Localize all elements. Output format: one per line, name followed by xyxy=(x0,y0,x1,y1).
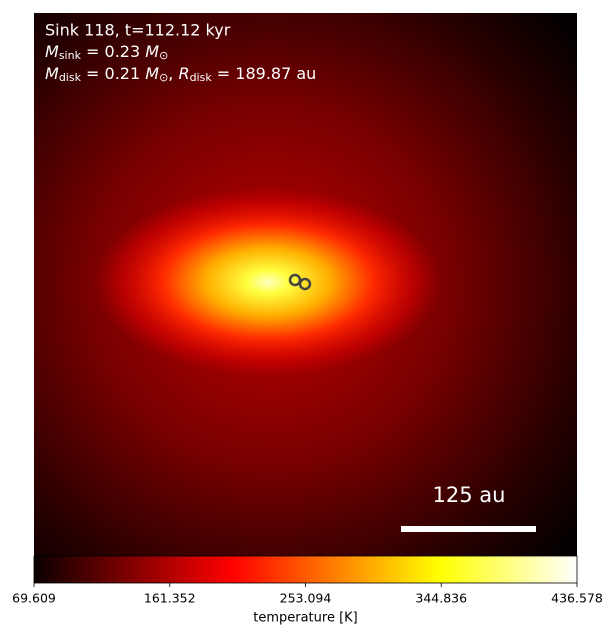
unit: M xyxy=(145,42,159,61)
tick-label: 161.352 xyxy=(144,591,196,606)
scale-bar xyxy=(401,526,536,532)
symbol: R xyxy=(178,64,189,83)
colorbar xyxy=(33,555,578,584)
subscript: ⊙ xyxy=(159,49,168,62)
colorbar-label: temperature [K] xyxy=(253,611,358,626)
value: = 0.21 xyxy=(81,64,145,83)
annotation: Mdisk = 0.21 M⊙, Rdisk = 189.87 au xyxy=(45,64,316,85)
tick-label: 69.609 xyxy=(12,591,56,606)
annotation: Sink 118, t=112.12 kyr xyxy=(45,21,231,40)
temperature-map xyxy=(34,13,577,556)
separator: , xyxy=(168,64,178,83)
symbol: M xyxy=(45,64,59,83)
tick-label: 344.836 xyxy=(415,591,467,606)
tick-label: 253.094 xyxy=(280,591,332,606)
annotation: Msink = 0.23 M⊙ xyxy=(45,42,168,63)
subscript: disk xyxy=(190,71,213,84)
sink-marker xyxy=(298,277,312,291)
subscript: ⊙ xyxy=(159,71,168,84)
value: = 0.23 xyxy=(81,42,145,61)
sink-marker xyxy=(288,273,302,287)
value: = 189.87 au xyxy=(212,64,317,83)
scale-bar-label: 125 au xyxy=(433,483,506,507)
unit: M xyxy=(145,64,159,83)
subscript: sink xyxy=(59,49,82,62)
disk-glow xyxy=(93,187,443,377)
symbol: M xyxy=(45,42,59,61)
tick-label: 436.578 xyxy=(551,591,603,606)
subscript: disk xyxy=(59,71,82,84)
